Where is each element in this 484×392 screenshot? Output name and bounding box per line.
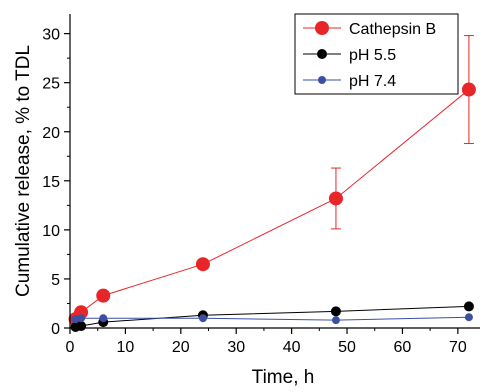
data-point	[330, 306, 341, 317]
data-point	[195, 257, 210, 272]
y-tick-label: 20	[42, 125, 60, 142]
trend-line-cathepsin-b	[75, 89, 470, 320]
y-tick-label: 15	[42, 174, 60, 191]
trend-line-ph-5-5	[75, 305, 469, 328]
data-point	[464, 313, 473, 322]
plot-area	[68, 35, 476, 333]
legend-marker-cathepsin-b	[315, 21, 329, 35]
legend: Cathepsin B pH 5.5 pH 7.4	[294, 13, 459, 95]
data-point	[463, 301, 474, 312]
y-axis-title: Cumulative release, % to TDL	[13, 45, 34, 297]
y-tick-label: 0	[51, 321, 60, 338]
x-tick-label: 20	[172, 339, 190, 356]
data-point	[77, 314, 86, 323]
legend-label-ph-7-4: pH 7.4	[349, 73, 396, 90]
y-tick-label: 25	[42, 76, 60, 93]
legend-label-ph-5-5: pH 5.5	[349, 47, 396, 64]
x-tick-label: 40	[283, 339, 301, 356]
data-point	[328, 191, 343, 206]
legend-marker-ph-7-4	[318, 76, 326, 84]
data-point	[198, 314, 207, 323]
y-tick-label: 5	[51, 272, 60, 289]
x-axis-title: Time, h	[252, 367, 315, 388]
data-point	[331, 316, 340, 325]
x-tick-label: 30	[227, 339, 245, 356]
data-point	[99, 314, 108, 323]
data-point	[461, 82, 476, 97]
y-tick-label: 30	[42, 27, 60, 44]
data-point	[96, 288, 111, 303]
x-tick-label: 0	[66, 339, 75, 356]
x-tick-label: 70	[449, 339, 467, 356]
y-tick-label: 10	[42, 223, 60, 240]
x-tick-label: 60	[394, 339, 412, 356]
legend-label-cathepsin-b: Cathepsin B	[349, 21, 436, 38]
axes: 0 5 10 15 20 25 30 0 10 20 30 40 50 60 70	[42, 14, 480, 356]
series-cathepsin-b	[68, 35, 476, 327]
series-ph-7-4	[71, 313, 473, 325]
legend-marker-ph-5-5	[317, 49, 327, 59]
x-tick-label: 10	[117, 339, 135, 356]
x-tick-label: 50	[338, 339, 356, 356]
